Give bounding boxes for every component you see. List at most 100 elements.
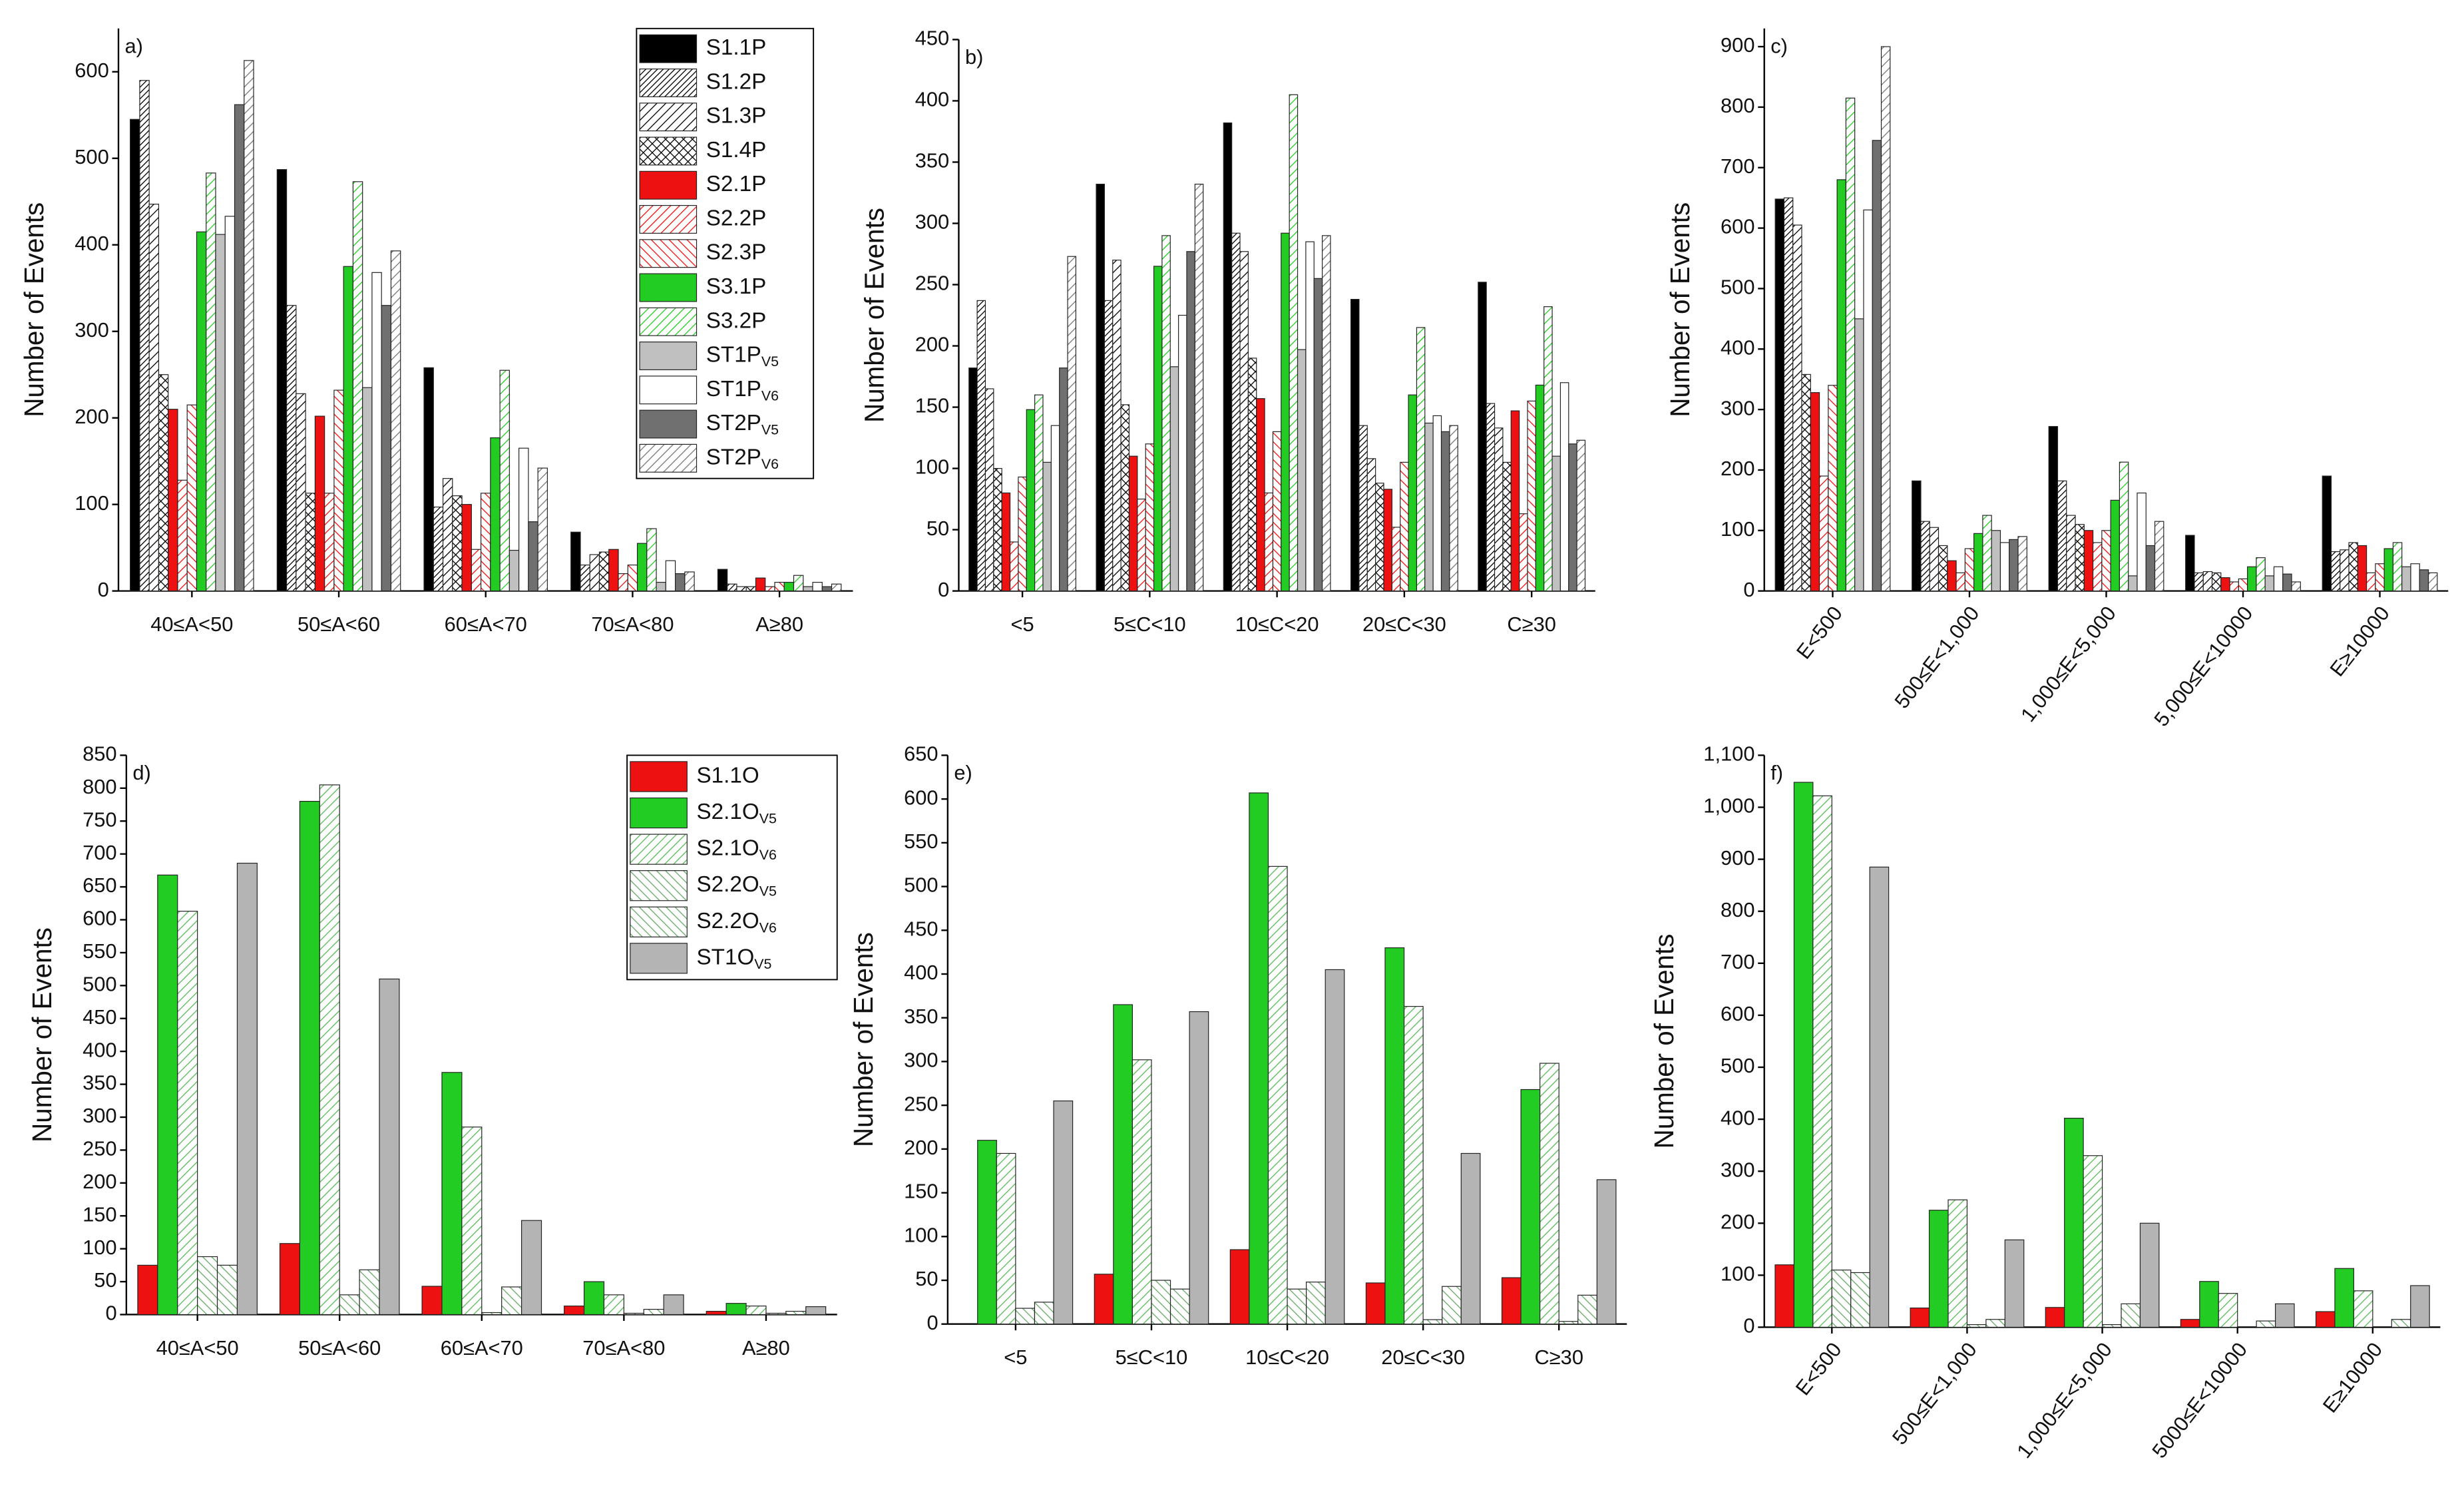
legend-label: ST1PV6 bbox=[706, 377, 779, 403]
y-tick-label: 250 bbox=[83, 1137, 116, 1160]
bar bbox=[1982, 515, 1992, 592]
bar bbox=[157, 874, 178, 1316]
bar bbox=[2119, 461, 2129, 592]
x-tick-label: 50≤A<60 bbox=[298, 613, 380, 636]
bar bbox=[1955, 572, 1965, 592]
bar bbox=[2427, 572, 2438, 592]
bar bbox=[177, 911, 198, 1316]
y-tick-label: 800 bbox=[1721, 898, 1754, 921]
bar bbox=[168, 409, 178, 592]
bar bbox=[706, 1310, 727, 1316]
legend-swatch bbox=[639, 68, 698, 97]
y-tick-label: 400 bbox=[75, 232, 108, 255]
bar bbox=[2048, 425, 2059, 592]
legend-swatch bbox=[630, 834, 688, 865]
bar bbox=[452, 495, 463, 592]
bar bbox=[1928, 1210, 1949, 1328]
bar bbox=[537, 467, 548, 592]
bar bbox=[745, 586, 757, 592]
bar bbox=[2315, 1311, 2336, 1328]
y-tick-label: 200 bbox=[75, 405, 108, 428]
bar bbox=[1264, 492, 1274, 592]
y-tick-label: 400 bbox=[1721, 336, 1754, 359]
bar bbox=[1145, 443, 1155, 592]
y-tick-label: 100 bbox=[75, 491, 108, 515]
bar bbox=[501, 1286, 522, 1316]
legend-name: S1.1O bbox=[697, 763, 759, 788]
y-tick-label: 900 bbox=[1721, 33, 1754, 57]
bar bbox=[1527, 400, 1536, 592]
bar bbox=[1350, 299, 1360, 592]
y-tick-label: 600 bbox=[75, 59, 108, 82]
y-tick-label: 1,100 bbox=[1703, 742, 1754, 766]
legend-name: S1.1P bbox=[706, 35, 767, 60]
bar bbox=[2139, 1222, 2160, 1328]
bar bbox=[1854, 318, 1864, 592]
bar bbox=[1094, 1274, 1114, 1325]
y-tick-label: 300 bbox=[904, 1049, 938, 1072]
legend-name: ST1P bbox=[706, 377, 761, 401]
bar bbox=[765, 586, 775, 592]
bar bbox=[1009, 541, 1019, 592]
y-tick-label: 1,000 bbox=[1703, 794, 1754, 818]
bar bbox=[1186, 251, 1195, 592]
legend-label: S2.3P bbox=[706, 240, 767, 265]
bar bbox=[197, 1256, 218, 1316]
bar bbox=[1559, 382, 1569, 592]
legend-label: S1.1P bbox=[706, 35, 767, 60]
bar bbox=[236, 862, 258, 1316]
bar bbox=[1384, 947, 1405, 1325]
bar bbox=[1408, 394, 1418, 592]
bar bbox=[736, 586, 747, 592]
bar bbox=[1281, 232, 1290, 592]
bar bbox=[490, 437, 501, 592]
bar bbox=[996, 1152, 1016, 1325]
y-tick-label: 700 bbox=[83, 841, 116, 864]
bar bbox=[1872, 140, 1882, 592]
bar bbox=[1424, 422, 1434, 592]
y-tick-label: 650 bbox=[904, 742, 938, 766]
legend-name: S1.3P bbox=[706, 103, 767, 128]
bar bbox=[520, 1220, 542, 1316]
bar bbox=[196, 231, 207, 592]
y-tick-label: 300 bbox=[1721, 396, 1754, 419]
bar bbox=[314, 415, 325, 592]
x-tick-label: 500≤E<1,000 bbox=[1888, 1338, 1981, 1449]
legend-label: S2.1OV6 bbox=[697, 836, 777, 862]
bar bbox=[137, 1264, 158, 1316]
bar bbox=[1948, 1199, 1968, 1328]
legend-swatch bbox=[639, 170, 698, 200]
legend-subscript: V5 bbox=[754, 955, 771, 971]
x-tick-label: 5≤C<10 bbox=[1116, 1346, 1188, 1369]
bar bbox=[1774, 1264, 1795, 1328]
x-tick-label: 5000≤E<10000 bbox=[2147, 1338, 2252, 1463]
bar bbox=[1375, 483, 1384, 592]
bar bbox=[570, 531, 581, 592]
bar bbox=[2218, 1293, 2238, 1328]
bar bbox=[725, 1303, 747, 1316]
bar bbox=[2075, 524, 2085, 592]
bar bbox=[968, 368, 978, 592]
bar bbox=[1850, 1272, 1870, 1328]
y-tick-label: 300 bbox=[75, 318, 108, 342]
x-tick-label: 70≤A<80 bbox=[591, 613, 674, 636]
bar bbox=[2199, 1281, 2219, 1328]
bar bbox=[589, 554, 600, 592]
bar bbox=[1880, 46, 1891, 592]
bar bbox=[1985, 1319, 2005, 1328]
y-axis-title: Number of Events bbox=[1665, 202, 1695, 417]
y-tick-label: 450 bbox=[83, 1005, 116, 1029]
bar bbox=[793, 575, 804, 592]
x-tick-label: 40≤A<50 bbox=[156, 1336, 239, 1360]
bar bbox=[421, 1286, 443, 1316]
bar bbox=[1486, 403, 1496, 592]
bar bbox=[296, 393, 306, 592]
y-tick-label: 550 bbox=[83, 939, 116, 963]
y-tick-label: 900 bbox=[1721, 846, 1754, 869]
bar bbox=[333, 389, 344, 592]
bar bbox=[343, 266, 354, 592]
bar bbox=[2128, 575, 2138, 592]
y-axis-title: Number of Events bbox=[19, 202, 49, 417]
